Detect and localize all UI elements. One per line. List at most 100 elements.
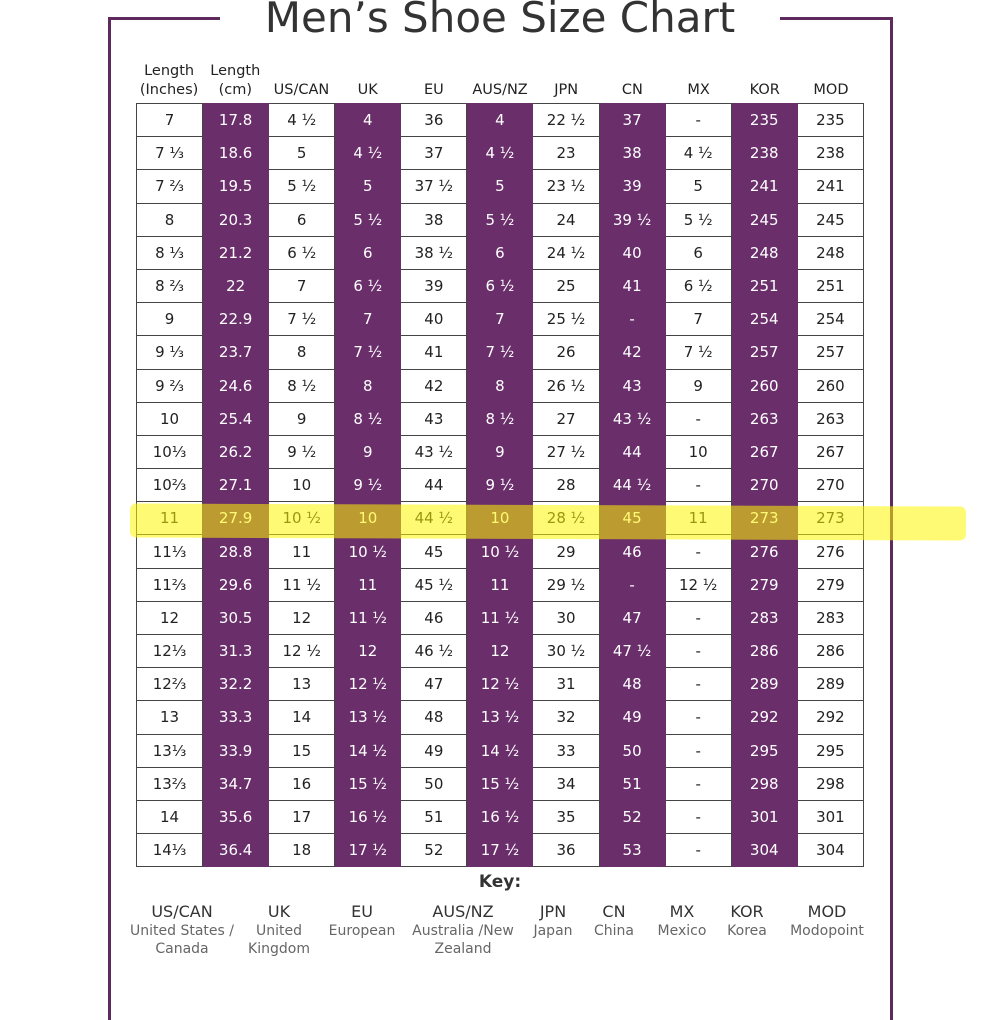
table-row: 9 22.9 7 ½ 7 40 7 25 ½ -7 254 254 — [135, 302, 865, 337]
table-cell: 304 — [796, 833, 865, 868]
table-cell: 5 ½ — [334, 202, 402, 237]
table-cell: 15 ½ — [334, 766, 402, 801]
table-cell: 263 — [730, 401, 798, 436]
key-abbr: MX — [669, 902, 695, 921]
table-cell: 42 — [400, 368, 468, 403]
table-cell: 14 — [268, 700, 336, 735]
header-cell: CN — [621, 82, 643, 98]
table-cell: 7 — [334, 302, 402, 337]
table-cell: 11 — [334, 567, 402, 602]
table-cell: 298 — [796, 766, 865, 801]
table-cell: 4 — [334, 102, 402, 138]
table-cell: 4 — [466, 102, 534, 138]
size-table: 7 17.8 4 ½ 4 36 4 22 ½ 37-235 235 7 ⅓ 18.6 5 4 ½ 37 4 … — [135, 102, 865, 868]
table-cell: 12⅓ — [135, 633, 204, 669]
table-cell: 46 ½ — [400, 633, 468, 669]
table-cell: 9 — [334, 434, 402, 470]
key-abbr: US/CAN — [151, 902, 213, 921]
table-cell: 41 — [400, 335, 468, 370]
table-cell: 28.8 — [202, 534, 270, 569]
table-cell: 9 — [466, 434, 534, 470]
table-cell: 257 — [730, 335, 798, 370]
table-cell: 263 — [796, 401, 865, 436]
table-cell: 292 — [730, 700, 798, 735]
table-cell: 12 ½ — [466, 667, 534, 702]
table-cell: 47 — [598, 600, 666, 636]
table-cell: 20.3 — [202, 202, 270, 237]
table-cell: 50 — [400, 766, 468, 801]
table-cell: 13 — [268, 667, 336, 702]
table-row: 12⅔ 32.2 13 12 ½ 47 12 ½ 31 48-289 289 — [135, 667, 865, 702]
table-cell: 241 — [796, 169, 865, 204]
table-cell: 9 ⅔ — [135, 368, 204, 403]
table-cell: 5 — [664, 169, 732, 204]
table-cell: 295 — [796, 733, 865, 768]
table-cell: 27 — [532, 401, 600, 436]
table-cell: 12 — [466, 633, 534, 669]
table-cell: - — [598, 567, 666, 602]
table-cell: 295 — [730, 733, 798, 768]
table-cell: 14⅓ — [135, 833, 204, 868]
table-cell: - — [664, 733, 732, 768]
table-cell: - — [664, 401, 732, 436]
table-cell: 6 — [664, 235, 732, 270]
table-cell: 48 — [598, 667, 666, 702]
key-item: US/CAN United States / Canada — [127, 902, 237, 958]
table-cell: 6 — [466, 235, 534, 270]
table-cell: 9 — [664, 368, 732, 403]
header-cell: Length (Inches) — [139, 63, 199, 98]
table-cell: 44 ½ — [400, 501, 468, 536]
table-cell: - — [598, 302, 666, 337]
table-cell: 251 — [730, 268, 798, 304]
table-cell: 9 ½ — [466, 468, 534, 503]
header-cell: JPN — [554, 82, 579, 98]
table-cell: - — [664, 600, 732, 636]
key-item: MX Mexico — [652, 902, 712, 940]
table-cell: 12 ½ — [268, 633, 336, 669]
table-cell: 12 ½ — [334, 667, 402, 702]
table-cell: 9 — [268, 401, 336, 436]
table-cell: 37 ½ — [400, 169, 468, 204]
table-cell: 43 ½ — [598, 401, 666, 436]
table-cell: 6 — [268, 202, 336, 237]
table-cell: 301 — [730, 799, 798, 835]
table-row: 10 25.4 9 8 ½ 43 8 ½ 27 43 ½ -263 263 — [135, 401, 865, 436]
table-cell: - — [664, 468, 732, 503]
table-cell: 14 ½ — [466, 733, 534, 768]
table-cell: 30.5 — [202, 600, 270, 636]
table-cell: 12 — [135, 600, 204, 636]
table-cell: 43 — [598, 368, 666, 403]
key-item: EU European — [322, 902, 402, 940]
table-cell: 16 ½ — [334, 799, 402, 835]
table-cell: 254 — [796, 302, 865, 337]
table-cell: 273 — [730, 501, 798, 536]
table-row: 8 ⅔ 22 7 6 ½ 39 6 ½ 25 41 6 ½ 251 251 — [135, 268, 865, 304]
table-cell: 289 — [796, 667, 865, 702]
table-cell: 35.6 — [202, 799, 270, 835]
table-cell: 7 ½ — [466, 335, 534, 370]
key-abbr: JPN — [539, 902, 567, 921]
table-cell: 10⅔ — [135, 468, 204, 503]
table-cell: 25 — [532, 268, 600, 304]
table-cell: 248 — [796, 235, 865, 270]
header-cell: MOD — [813, 82, 849, 98]
table-row: 11 27.9 10 ½ 10 44 ½ 10 28 ½ 45 11 273 273 — [135, 501, 865, 536]
table-cell: 251 — [796, 268, 865, 304]
table-row: 9 ⅓ 23.7 8 7 ½ 41 7 ½ 26 42 7 ½ 257 257 — [135, 335, 865, 370]
table-cell: 304 — [730, 833, 798, 868]
table-cell: 7 ½ — [268, 302, 336, 337]
table-cell: 10 — [664, 434, 732, 470]
table-cell: 18.6 — [202, 136, 270, 171]
table-row: 14 35.6 17 16 ½ 51 16 ½ 35 52-301 301 — [135, 799, 865, 835]
table-cell: 7 ⅓ — [135, 136, 204, 171]
table-cell: 37 — [400, 136, 468, 171]
table-cell: 270 — [796, 468, 865, 503]
table-cell: - — [664, 633, 732, 669]
table-header: Length (Inches) Length (cm) US/CAN UK EU AUS/… — [136, 56, 864, 100]
table-cell: 38 — [400, 202, 468, 237]
table-cell: 26.2 — [202, 434, 270, 470]
title: Men’s Shoe Size Chart — [220, 0, 780, 44]
key-abbr: MOD — [807, 902, 847, 921]
table-row: 11⅔ 29.6 11 ½ 11 45 ½ 11 29 ½ -12 ½ 279 279 — [135, 567, 865, 602]
table-cell: 46 — [598, 534, 666, 569]
